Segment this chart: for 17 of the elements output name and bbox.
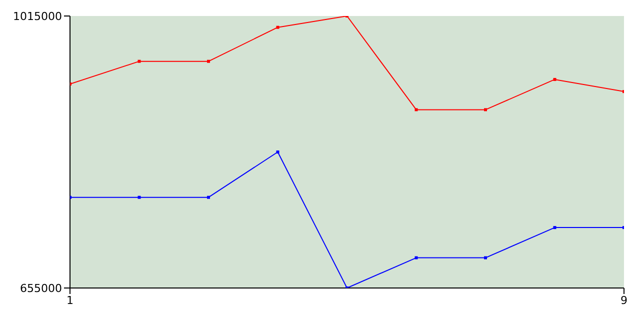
point: [207, 196, 210, 199]
point: [414, 108, 418, 112]
point: [553, 226, 556, 230]
point: [138, 196, 141, 199]
point: [484, 108, 487, 112]
x-tick-label: 9: [620, 294, 628, 307]
point: [553, 78, 556, 81]
line-series: [70, 16, 624, 112]
point: [276, 150, 280, 154]
y-tick-label: 1015000: [13, 10, 62, 23]
point: [207, 60, 210, 63]
y-tick-label: 655000: [20, 282, 62, 295]
x-tick-label: 1: [66, 294, 74, 307]
point: [484, 256, 487, 260]
point: [414, 256, 418, 260]
point: [138, 60, 141, 63]
point: [276, 26, 280, 29]
